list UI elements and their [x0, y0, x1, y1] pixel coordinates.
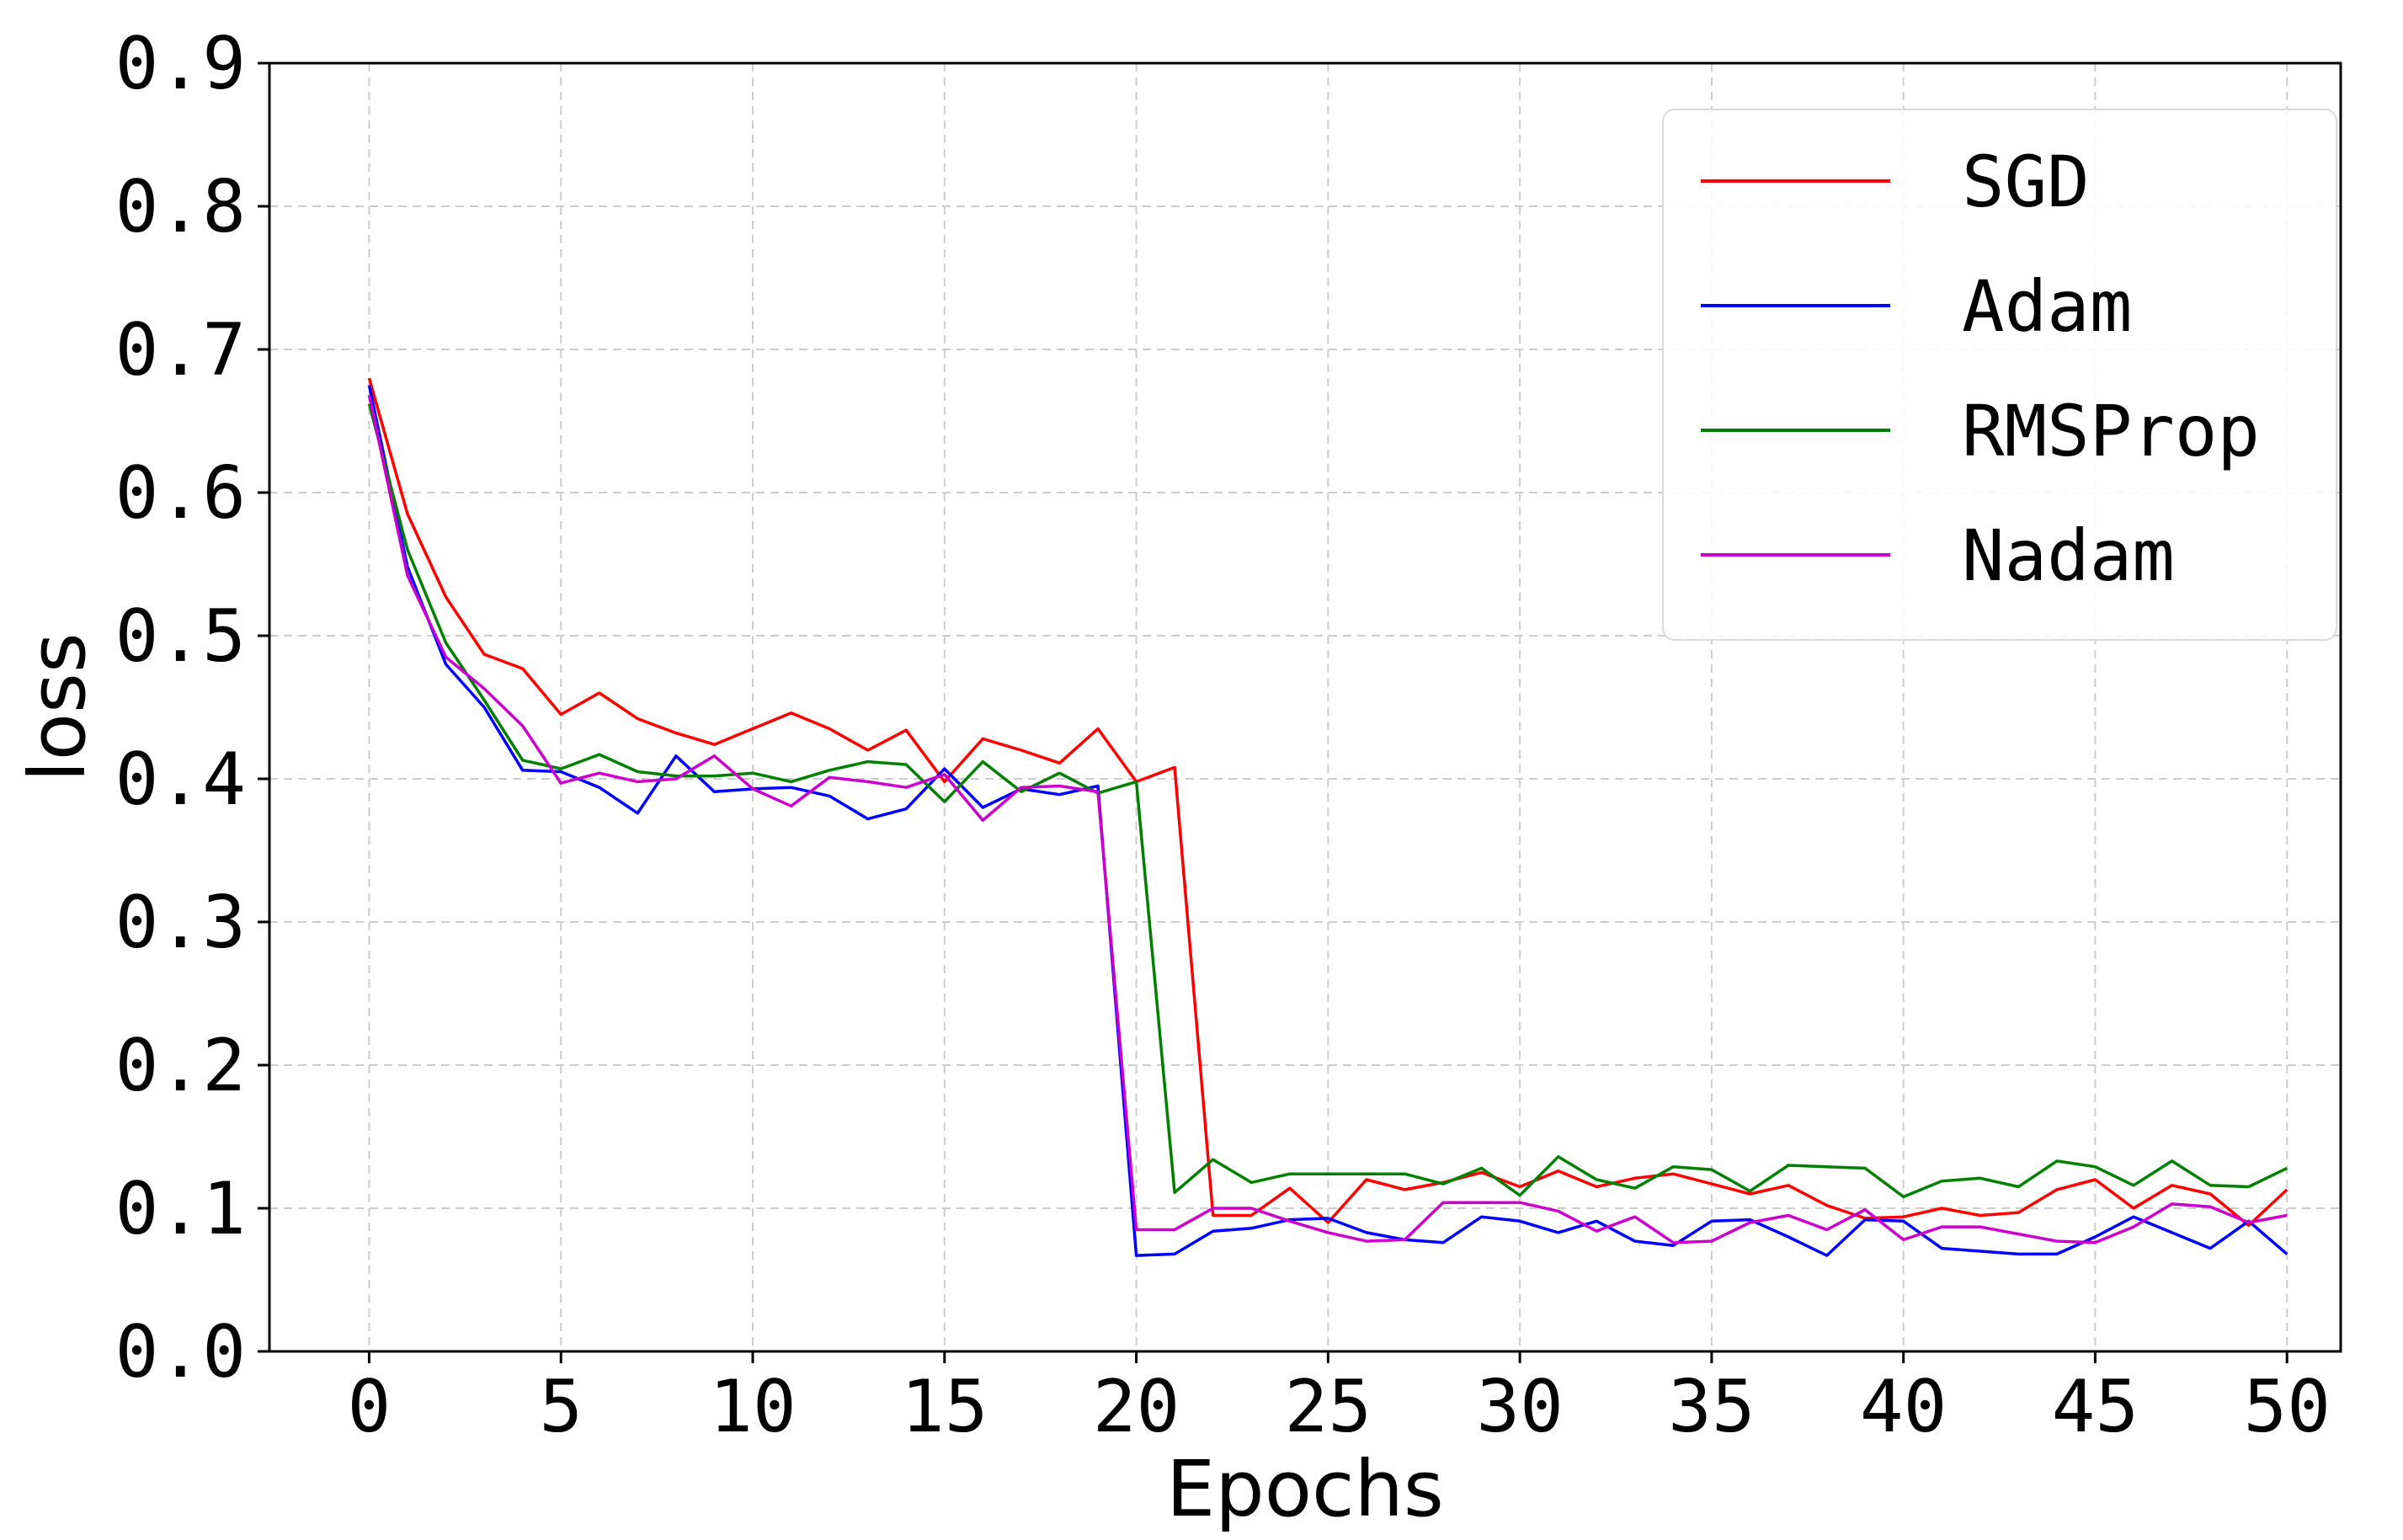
legend: SGD Adam RMSProp Nadam	[1662, 109, 2337, 641]
y-tick-label: 0.5	[115, 594, 246, 679]
legend-box	[1662, 109, 2337, 641]
x-tick-label: 35	[1668, 1365, 1756, 1449]
x-tick-label: 5	[539, 1365, 583, 1449]
legend-label: SGD	[1962, 141, 2090, 223]
x-tick-label: 20	[1093, 1365, 1180, 1449]
y-tick-label: 0.3	[115, 881, 246, 965]
y-tick-label: 0.2	[115, 1024, 246, 1108]
x-tick-label: 25	[1285, 1365, 1372, 1449]
x-axis-tick-labels: 0 5 10 15 20 25 30 35 40 45 50	[348, 1365, 2331, 1449]
y-tick-label: 0.8	[115, 165, 246, 249]
legend-item-rmsprop: RMSProp	[1701, 390, 2260, 472]
legend-label: RMSProp	[1962, 390, 2260, 472]
x-tick-label: 0	[348, 1365, 392, 1449]
x-tick-label: 50	[2243, 1365, 2331, 1449]
y-tick-label: 0.7	[115, 308, 246, 392]
legend-label: Adam	[1962, 265, 2132, 348]
legend-items: SGD Adam RMSProp Nadam	[1701, 141, 2260, 597]
legend-item-sgd: SGD	[1701, 141, 2090, 223]
legend-item-nadam: Nadam	[1701, 514, 2175, 597]
x-tick-label: 40	[1860, 1365, 1947, 1449]
series-line-sgd	[367, 377, 2288, 1228]
series-line-rmsprop	[367, 403, 2288, 1199]
legend-item-adam: Adam	[1701, 265, 2132, 348]
axis-ticks	[258, 61, 2288, 1363]
series-lines	[367, 377, 2288, 1257]
x-tick-label: 10	[709, 1365, 797, 1449]
x-tick-label: 30	[1476, 1365, 1564, 1449]
series-line-nadam	[367, 395, 2288, 1244]
x-axis-title: Epochs	[1166, 1444, 1444, 1534]
y-tick-label: 0.9	[115, 22, 246, 106]
y-tick-label: 0.4	[115, 738, 246, 822]
y-axis-tick-labels: 0.0 0.1 0.2 0.3 0.4 0.5 0.6 0.7 0.8 0.9	[115, 22, 246, 1394]
y-axis-title: loss	[13, 632, 103, 782]
legend-label: Nadam	[1962, 514, 2175, 597]
y-tick-label: 0.6	[115, 451, 246, 536]
y-tick-label: 0.0	[115, 1310, 246, 1394]
x-tick-label: 15	[901, 1365, 988, 1449]
y-tick-label: 0.1	[115, 1167, 246, 1251]
x-tick-label: 45	[2052, 1365, 2139, 1449]
series-line-adam	[367, 385, 2288, 1257]
plot-frame	[268, 61, 2342, 1353]
